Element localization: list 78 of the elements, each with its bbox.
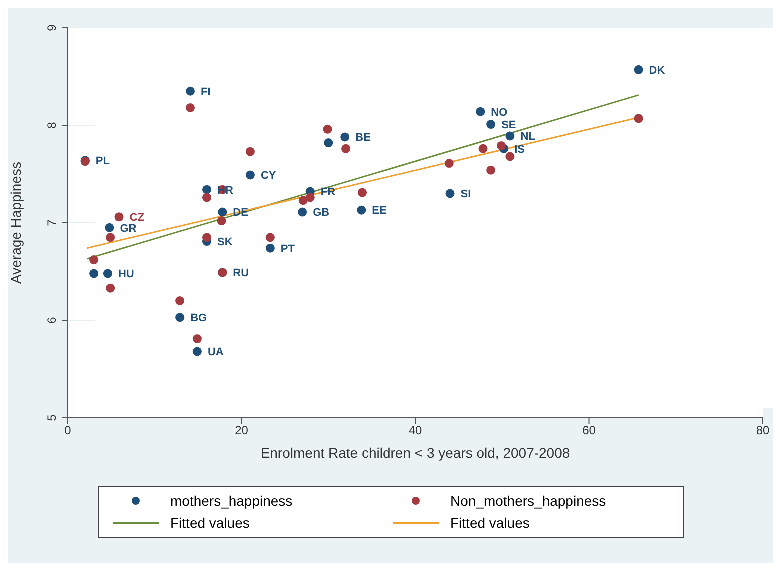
point — [105, 223, 114, 232]
point — [202, 193, 212, 202]
data-label: IS — [514, 144, 526, 156]
point — [217, 216, 226, 226]
point — [176, 296, 185, 306]
point — [106, 233, 116, 242]
point — [323, 124, 332, 134]
data-label: PL — [96, 156, 110, 168]
data-label: HU — [118, 268, 134, 281]
point — [486, 166, 496, 175]
point — [634, 114, 644, 124]
point — [186, 103, 195, 112]
data-label: CZ — [130, 212, 145, 224]
legend-label: Fitted values — [170, 515, 250, 531]
x-tick-label: 40 — [408, 424, 422, 438]
point — [324, 138, 334, 148]
point — [246, 147, 255, 156]
point — [90, 269, 99, 278]
point — [106, 284, 116, 293]
point — [298, 208, 308, 217]
point — [358, 188, 368, 198]
data-label: EE — [372, 205, 387, 218]
point — [446, 189, 455, 198]
data-label: FI — [201, 86, 211, 98]
data-label: BE — [356, 132, 371, 144]
point — [342, 144, 350, 154]
point — [176, 313, 185, 322]
legend-label: Non_mothers_happiness — [450, 493, 606, 509]
point — [202, 233, 212, 242]
y-tick-label: 5 — [45, 414, 59, 422]
point — [340, 132, 350, 142]
x-tick-label: 0 — [64, 424, 72, 438]
point — [357, 206, 366, 215]
point — [218, 208, 228, 217]
point — [478, 144, 488, 154]
point — [186, 86, 195, 96]
point — [246, 170, 255, 180]
data-label: SE — [502, 119, 516, 132]
y-axis-title: Average Happiness — [8, 162, 24, 284]
x-tick-label: 60 — [582, 424, 596, 438]
legend-label: Fitted values — [450, 515, 530, 531]
data-label: CY — [260, 170, 277, 182]
data-label: GB — [313, 207, 330, 220]
data-label: DK — [649, 64, 666, 77]
data-label: BG — [190, 312, 208, 324]
data-label: SI — [460, 188, 472, 201]
point — [506, 152, 515, 162]
point — [202, 185, 212, 194]
point — [486, 120, 496, 130]
point — [306, 193, 315, 202]
legend-label: mothers_happiness — [170, 493, 293, 509]
data-label: SK — [218, 236, 233, 248]
data-label: RU — [233, 268, 250, 280]
data-label: NO — [491, 106, 508, 119]
x-tick-label: 20 — [235, 424, 249, 438]
x-tick-label: 80 — [756, 424, 770, 438]
y-tick-label: 9 — [45, 24, 59, 32]
point — [192, 334, 202, 344]
point — [266, 233, 275, 242]
point — [266, 244, 275, 253]
y-tick-label: 8 — [45, 122, 59, 129]
point — [114, 212, 124, 222]
point — [90, 256, 99, 265]
data-label: PT — [280, 243, 296, 256]
data-label: GR — [120, 222, 137, 235]
point — [497, 141, 506, 150]
x-axis-title: Enrolment Rate children < 3 years old, 2007-2008 — [260, 445, 570, 461]
point — [506, 132, 515, 141]
y-tick-label: 6 — [45, 316, 59, 324]
y-tick-label: 7 — [45, 219, 59, 226]
point — [103, 269, 112, 278]
data-label: UA — [208, 346, 224, 359]
point — [634, 65, 644, 74]
point — [192, 347, 202, 356]
data-label: NL — [520, 131, 536, 144]
point — [476, 107, 486, 116]
point — [444, 159, 454, 168]
point — [298, 196, 308, 206]
